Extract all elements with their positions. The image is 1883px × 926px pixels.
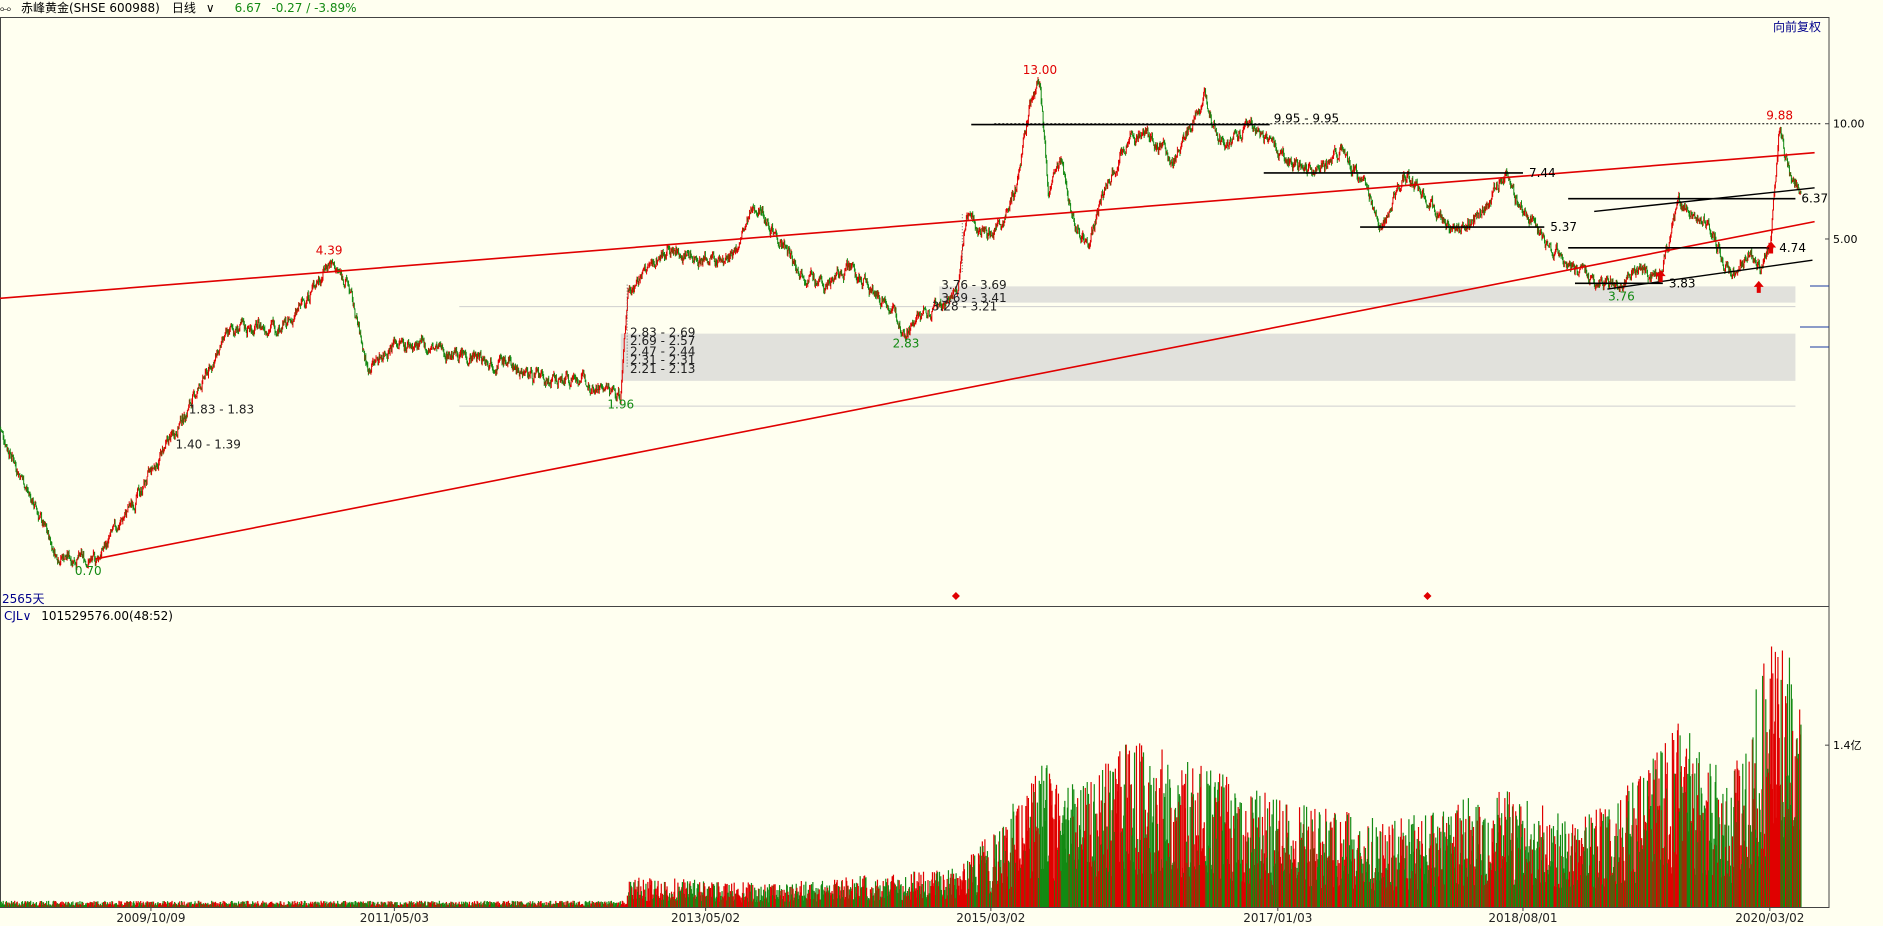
y-tick-label: 10.00 xyxy=(1833,118,1865,131)
candles xyxy=(0,77,1802,571)
y-tick-label: 5.00 xyxy=(1833,233,1858,246)
support-zone xyxy=(620,333,1796,381)
volume-bars xyxy=(0,646,1802,907)
support-zone xyxy=(939,286,1796,303)
chart-frame xyxy=(0,17,1830,908)
